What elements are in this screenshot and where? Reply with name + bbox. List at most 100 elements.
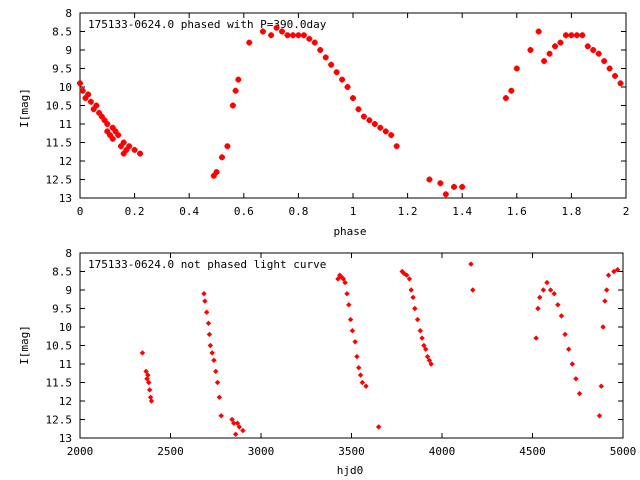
data-point-group xyxy=(139,261,621,438)
data-point xyxy=(410,294,416,301)
data-point xyxy=(406,276,413,282)
data-point xyxy=(426,357,433,364)
data-point xyxy=(115,132,122,139)
data-point xyxy=(236,424,242,430)
y-tick-label: 12.5 xyxy=(46,174,73,187)
y-tick-label: 8.5 xyxy=(52,266,72,279)
data-point xyxy=(569,361,576,367)
data-point xyxy=(468,261,474,267)
data-point xyxy=(87,98,94,105)
data-point xyxy=(346,302,352,308)
data-point xyxy=(605,272,612,278)
data-point xyxy=(335,276,341,282)
data-point xyxy=(206,331,213,338)
data-point xyxy=(85,91,92,98)
data-point xyxy=(232,87,239,94)
data-point xyxy=(234,420,241,426)
data-point xyxy=(205,320,212,327)
data-point xyxy=(354,353,360,360)
data-point xyxy=(437,180,444,187)
data-point xyxy=(147,394,154,401)
data-point xyxy=(377,124,384,131)
data-point xyxy=(224,143,231,150)
data-point xyxy=(535,305,541,312)
x-tick-label: 5000 xyxy=(610,445,637,458)
data-point xyxy=(459,183,466,190)
y-tick-label: 9 xyxy=(65,44,72,57)
plot-frame xyxy=(79,12,627,199)
data-point xyxy=(604,287,610,293)
data-point xyxy=(98,113,105,120)
data-point xyxy=(333,69,340,76)
x-axis-label: hjd0 xyxy=(337,464,364,477)
data-point xyxy=(218,413,224,419)
data-point xyxy=(232,431,239,438)
data-point xyxy=(137,150,144,157)
y-tick-label: 10 xyxy=(59,81,72,94)
data-point xyxy=(273,24,280,31)
data-point xyxy=(131,146,138,153)
data-point xyxy=(216,394,223,401)
x-tick-label: 1.2 xyxy=(398,205,418,218)
data-point xyxy=(360,113,367,120)
y-tick-label: 8 xyxy=(65,247,72,260)
plot-frame xyxy=(79,252,624,439)
y-tick-label: 9.5 xyxy=(52,63,72,76)
data-point xyxy=(104,121,111,127)
data-point xyxy=(344,84,351,90)
data-point xyxy=(146,387,153,393)
data-point xyxy=(214,379,221,386)
y-tick-label: 10 xyxy=(59,321,72,334)
data-point xyxy=(209,350,215,356)
data-point xyxy=(513,65,520,72)
y-tick-label: 9 xyxy=(65,284,72,297)
data-point xyxy=(568,32,575,39)
chart-title: 175133-0624.0 not phased light curve xyxy=(88,258,326,271)
data-point xyxy=(423,346,429,352)
data-point xyxy=(595,50,602,57)
data-point xyxy=(240,427,246,434)
data-point xyxy=(229,102,236,109)
data-point xyxy=(419,335,425,341)
data-point xyxy=(606,65,613,72)
data-point xyxy=(552,43,559,50)
data-point xyxy=(388,132,395,139)
x-tick-label: 0.2 xyxy=(125,205,145,218)
y-tick-label: 13 xyxy=(59,432,72,445)
data-point xyxy=(355,106,362,113)
x-tick-label: 4000 xyxy=(429,445,456,458)
data-point xyxy=(207,342,214,349)
data-point xyxy=(544,279,550,286)
x-tick-label: 1 xyxy=(350,205,357,218)
data-point xyxy=(598,383,604,389)
data-point xyxy=(322,54,329,61)
data-point xyxy=(551,290,557,297)
data-point xyxy=(527,47,534,53)
data-point xyxy=(143,368,149,375)
y-axis-label: I[mag] xyxy=(18,325,31,365)
data-point xyxy=(541,58,548,65)
data-point xyxy=(246,39,253,46)
data-point xyxy=(347,316,354,323)
data-point xyxy=(295,32,302,39)
x-tick-label: 4500 xyxy=(519,445,546,458)
data-point xyxy=(126,143,133,150)
data-point xyxy=(533,335,539,341)
data-point xyxy=(211,357,217,364)
data-point xyxy=(573,32,580,39)
data-point xyxy=(352,339,358,345)
data-point xyxy=(340,276,347,282)
data-point xyxy=(573,376,579,382)
data-point xyxy=(344,290,350,297)
x-tick-group: 2000 2500 3000 3500 4000 4500 5000 xyxy=(67,253,637,458)
y-tick-label: 11 xyxy=(59,358,72,371)
data-point xyxy=(614,266,621,273)
data-point xyxy=(601,58,608,65)
data-point xyxy=(144,376,150,382)
data-point xyxy=(123,146,130,153)
data-point xyxy=(109,135,116,142)
data-point xyxy=(408,287,414,293)
phased-light-curve-panel: 175133-0624.0 phased with P=390.0day pha… xyxy=(18,7,629,238)
data-point xyxy=(565,346,572,352)
data-point xyxy=(426,176,433,183)
